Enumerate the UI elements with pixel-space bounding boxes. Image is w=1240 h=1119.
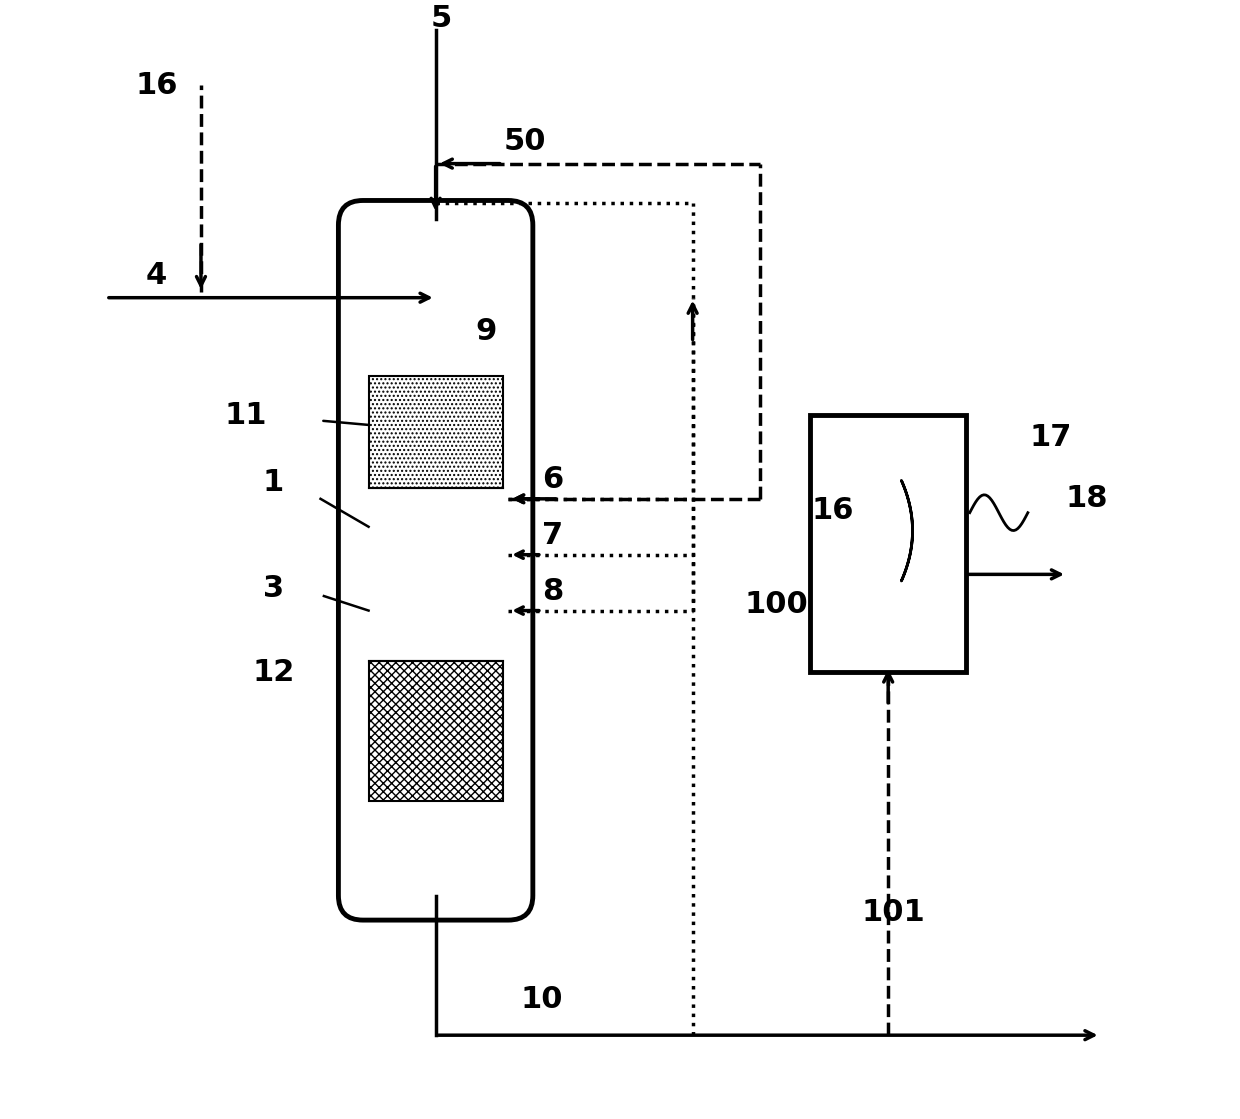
Bar xyxy=(368,661,502,800)
Text: 4: 4 xyxy=(145,261,167,290)
Text: 9: 9 xyxy=(475,317,496,346)
Text: 3: 3 xyxy=(263,574,284,603)
Bar xyxy=(368,376,502,488)
Text: 5: 5 xyxy=(430,3,451,32)
Text: 101: 101 xyxy=(862,897,925,927)
Text: 8: 8 xyxy=(542,577,563,606)
Text: 16: 16 xyxy=(135,70,177,100)
Text: 7: 7 xyxy=(542,521,563,551)
Text: 12: 12 xyxy=(253,658,295,687)
Text: 17: 17 xyxy=(1029,423,1071,452)
Text: 6: 6 xyxy=(542,466,563,495)
Text: 1: 1 xyxy=(263,468,284,497)
Text: 11: 11 xyxy=(224,401,267,430)
Bar xyxy=(810,415,966,673)
Text: 18: 18 xyxy=(1066,485,1109,514)
Text: 50: 50 xyxy=(503,126,547,156)
Text: 100: 100 xyxy=(744,591,808,620)
Text: 10: 10 xyxy=(521,985,563,1014)
FancyBboxPatch shape xyxy=(339,200,533,920)
Text: 16: 16 xyxy=(811,496,853,525)
